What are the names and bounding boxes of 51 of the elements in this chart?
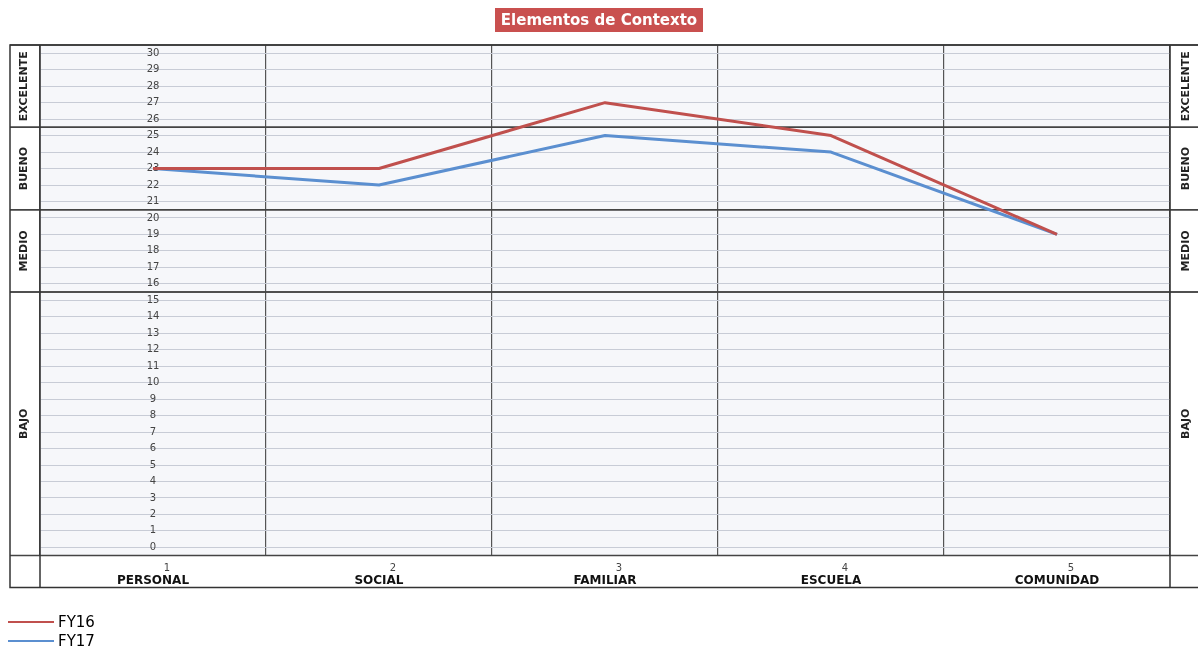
x-tick-label: SOCIAL <box>354 572 404 587</box>
y-tick-label: 11 <box>146 359 160 371</box>
band-label: MEDIO <box>1178 230 1192 272</box>
y-tick-label: 2 <box>149 508 157 520</box>
y-tick-label: 10 <box>146 376 160 388</box>
y-tick-label: 13 <box>146 326 160 338</box>
y-tick-label: 3 <box>149 491 157 503</box>
legend-label: FY17 <box>58 631 95 650</box>
y-tick-label: 28 <box>146 79 160 91</box>
y-tick-label: 21 <box>146 195 160 207</box>
text: BAJO <box>16 408 30 439</box>
text: 5 <box>1067 562 1075 574</box>
y-tick-label: 5 <box>149 458 157 470</box>
band-label: EXCELENTE <box>1178 51 1192 122</box>
x-tick-label: PERSONAL <box>116 572 190 587</box>
y-tick-label: 14 <box>146 310 160 322</box>
y-tick-label: 17 <box>146 260 160 272</box>
band-label: BAJO <box>1178 408 1192 439</box>
y-tick-label: 6 <box>149 442 157 454</box>
y-tick-label: 19 <box>146 228 160 240</box>
y-tick-label: 26 <box>146 112 160 124</box>
y-tick-label: 12 <box>146 343 160 355</box>
y-tick-label: 27 <box>146 96 160 108</box>
band-label: BUENO <box>1178 146 1192 191</box>
y-tick-label: 25 <box>146 129 160 141</box>
text: 4 <box>841 562 849 574</box>
y-tick-label: 0 <box>149 540 157 552</box>
x-tick-label: ESCUELA <box>800 572 862 587</box>
y-tick-label: 24 <box>146 145 160 157</box>
y-tick-label: 9 <box>149 392 157 404</box>
legend-label: FY16 <box>58 612 95 631</box>
y-tick-label: 29 <box>146 63 160 75</box>
x-tick-label: FAMILIAR <box>573 572 637 587</box>
y-tick-label: 20 <box>146 211 160 223</box>
y-tick-label: 4 <box>149 475 157 487</box>
text: 2 <box>389 562 397 574</box>
text: 3 <box>615 562 623 574</box>
x-tick-label: COMUNIDAD <box>1014 572 1100 587</box>
y-tick-label: 18 <box>146 244 160 256</box>
text: EXCELENTE <box>16 51 30 122</box>
chart-title: Elementos de Contexto <box>494 8 704 32</box>
y-tick-label: 16 <box>146 277 160 289</box>
y-tick-label: 15 <box>146 293 160 305</box>
y-tick-label: 22 <box>146 178 160 190</box>
text: 1 <box>163 562 171 574</box>
y-tick-label: 8 <box>149 409 157 421</box>
text: MEDIO <box>16 230 30 272</box>
y-tick-label: 1 <box>149 524 157 536</box>
y-tick-label: 7 <box>149 425 157 437</box>
y-tick-label: 30 <box>146 46 160 58</box>
text: BUENO <box>16 146 30 191</box>
